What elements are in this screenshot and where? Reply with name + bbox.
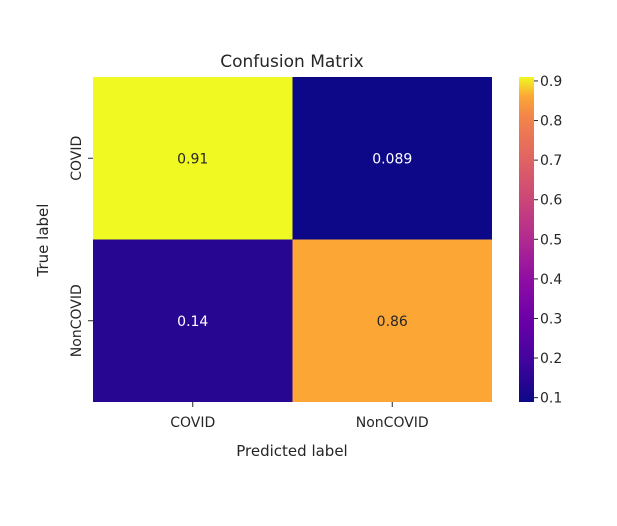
cell-value-label-0-1: 0.089 [372, 151, 412, 167]
heatmap-axes: COVID NonCOVID COVID NonCOVID [69, 136, 429, 431]
y-tick-label-0: COVID [69, 136, 85, 181]
heatmap-cells [93, 77, 492, 402]
colorbar-tick-label-7: 0.8 [540, 114, 562, 130]
heatmap-cell-labels: 0.91 0.089 0.14 0.86 [177, 151, 412, 330]
y-axis-label: True label [34, 204, 52, 278]
heatmap-cell-0-1 [292, 77, 492, 240]
y-tick-label-1: NonCOVID [69, 284, 85, 357]
colorbar-ticks: 0.1 0.2 0.3 0.4 0.5 0.6 0.7 0.8 0.9 [534, 74, 562, 407]
colorbar-tick-label-6: 0.7 [540, 153, 562, 169]
cell-value-label-1-0: 0.14 [177, 314, 208, 330]
colorbar-tick-label-1: 0.2 [540, 351, 562, 367]
chart-title: Confusion Matrix [220, 52, 364, 72]
colorbar-tick-label-5: 0.6 [540, 193, 562, 209]
colorbar-tick-label-4: 0.5 [540, 232, 562, 248]
colorbar-tick-label-0: 0.1 [540, 391, 562, 407]
x-tick-label-0: COVID [170, 415, 215, 431]
colorbar-tick-label-2: 0.3 [540, 311, 562, 327]
x-axis-label: Predicted label [236, 442, 347, 460]
heatmap-cell-1-0 [93, 239, 293, 402]
colorbar-tick-label-8: 0.9 [540, 74, 562, 90]
heatmap-cell-0-0 [93, 77, 293, 240]
cell-value-label-1-1: 0.86 [377, 314, 408, 330]
x-tick-label-1: NonCOVID [356, 415, 429, 431]
cell-value-label-0-0: 0.91 [177, 151, 208, 167]
colorbar-tick-label-3: 0.4 [540, 272, 562, 288]
heatmap-cell-1-1 [292, 239, 492, 402]
colorbar [519, 77, 534, 402]
